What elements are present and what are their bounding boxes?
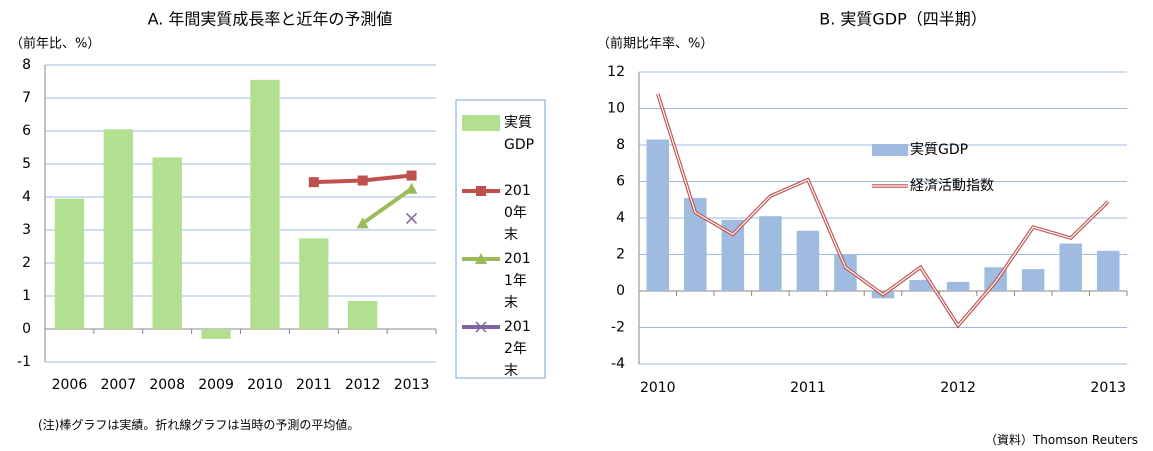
- y-tick-label: 8: [22, 57, 31, 73]
- y-tick-label: 4: [22, 189, 31, 205]
- legend-label: 実質GDP: [504, 115, 535, 153]
- line: [361, 187, 413, 226]
- legend-label: 2012年末: [504, 319, 531, 379]
- x-tick-label: 2008: [149, 377, 185, 393]
- legend-swatch: [462, 115, 500, 131]
- y-tick-label: 6: [616, 174, 625, 190]
- chart-title: B. 実質GDP（四半期）: [819, 10, 987, 29]
- note: (注)棒グラフは実績。折れ線グラフは当時の予測の平均値。: [38, 418, 360, 432]
- bar: [834, 254, 857, 291]
- y-tick-label: 12: [607, 64, 625, 80]
- bar: [646, 139, 670, 291]
- y-tick-label: 2: [22, 255, 31, 271]
- source: （資料）Thomson Reuters: [984, 433, 1138, 447]
- x-tick-label: 2011: [296, 377, 332, 393]
- bar: [946, 281, 970, 291]
- marker: [308, 177, 319, 188]
- bar: [250, 79, 280, 329]
- bar: [1096, 250, 1120, 291]
- x-tick-label: 2011: [790, 380, 826, 396]
- marker: [475, 253, 487, 264]
- y-tick-label: 4: [616, 210, 625, 226]
- x-tick-label: 2006: [52, 377, 88, 393]
- x-tick-label: 2010: [640, 380, 676, 396]
- y-axis-label: （前期比年率、%）: [597, 36, 713, 52]
- y-tick-label: 0: [22, 321, 31, 337]
- x-tick-label: 2010: [247, 377, 283, 393]
- line-core: [657, 93, 1109, 327]
- y-tick-label: 3: [22, 222, 31, 238]
- y-tick-label: -2: [611, 320, 625, 336]
- y-tick-label: 1: [22, 288, 31, 304]
- x-tick-label: 2012: [940, 380, 976, 396]
- bar: [348, 300, 378, 329]
- y-tick-label: 2: [616, 247, 625, 263]
- legend-label: 経済活動指数: [910, 178, 994, 194]
- y-tick-label: 5: [22, 156, 31, 172]
- bar: [721, 219, 745, 291]
- y-tick-label: 8: [616, 137, 625, 153]
- legend-label: 2010年末: [504, 183, 531, 243]
- marker: [356, 217, 369, 229]
- y-tick-label: -4: [611, 356, 625, 372]
- marker: [405, 182, 418, 194]
- legend-label: 実質GDP: [910, 142, 968, 158]
- marker: [357, 175, 368, 186]
- y-axis-label: （前年比、%）: [10, 36, 100, 52]
- y-tick-label: 10: [607, 101, 625, 117]
- bar: [299, 238, 329, 329]
- bar: [201, 329, 231, 339]
- legend-label: 2011年末: [504, 251, 531, 311]
- marker: [406, 212, 418, 224]
- bar: [152, 157, 182, 329]
- bar: [796, 230, 820, 291]
- y-tick-label: 7: [22, 90, 31, 106]
- y-tick-label: 0: [616, 283, 625, 299]
- bar: [909, 280, 932, 291]
- x-tick-label: 2007: [100, 377, 136, 393]
- y-tick-label: 6: [22, 123, 31, 139]
- x-tick-label: 2013: [394, 377, 430, 393]
- y-tick-label: -1: [17, 354, 31, 370]
- marker: [406, 170, 417, 181]
- legend-swatch: [872, 144, 908, 156]
- x-tick-label: 2013: [1090, 380, 1126, 396]
- x-tick-label: 2009: [198, 377, 234, 393]
- bar: [1059, 243, 1082, 291]
- bar: [684, 197, 707, 291]
- bar: [103, 129, 133, 329]
- marker: [476, 186, 486, 196]
- marker: [475, 321, 487, 333]
- bar: [759, 216, 782, 291]
- x-tick-label: 2012: [345, 377, 381, 393]
- bar: [1021, 269, 1045, 291]
- legend-box: [455, 99, 546, 379]
- chart-title: A. 年間実質成長率と近年の予測値: [148, 10, 393, 29]
- bar: [54, 198, 85, 329]
